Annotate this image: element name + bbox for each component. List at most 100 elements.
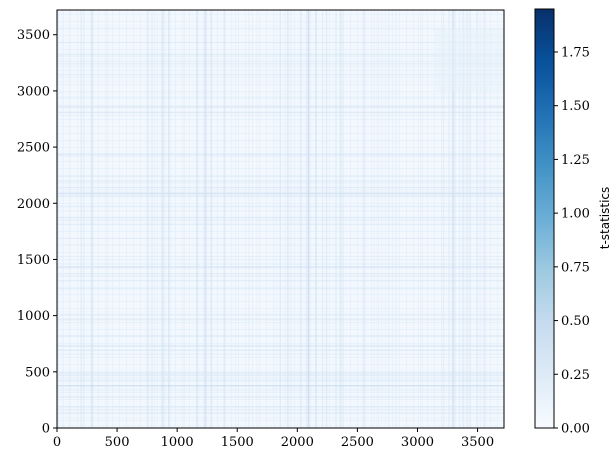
heatmap-background: [57, 10, 504, 428]
colorbar-tick-label: 1.75: [561, 45, 590, 60]
heatmap-band: [469, 10, 472, 428]
heatmap-band: [57, 114, 504, 116]
colorbar-gradient: [535, 9, 554, 428]
heatmap-band: [485, 10, 487, 428]
heatmap-band: [57, 396, 504, 398]
heatmap-band: [57, 111, 504, 113]
heatmap-band: [205, 10, 207, 428]
heatmap-band: [57, 61, 504, 62]
heatmap-band: [57, 372, 504, 374]
heatmap-band: [395, 10, 397, 428]
heatmap-band: [57, 405, 504, 408]
heatmap-band: [339, 10, 342, 428]
heatmap-band: [57, 191, 504, 193]
heatmap-band: [57, 10, 59, 428]
heatmap-band: [287, 10, 288, 428]
heatmap-band: [57, 73, 504, 76]
heatmap-band: [339, 10, 341, 428]
heatmap-band: [476, 10, 479, 428]
heatmap-block: [435, 29, 504, 91]
heatmap-band: [275, 10, 277, 428]
heatmap-band: [57, 28, 504, 30]
colorbar-tick-label: 1.50: [561, 99, 590, 114]
heatmap-band: [299, 10, 302, 428]
x-tick-label: 1000: [161, 435, 194, 450]
heatmap-band: [248, 10, 250, 428]
heatmap-band: [57, 273, 504, 275]
heatmap-band: [362, 10, 364, 428]
heatmap-band: [479, 10, 481, 428]
heatmap-band: [80, 10, 83, 428]
x-tick-label: 2500: [341, 435, 374, 450]
heatmap-band: [57, 425, 504, 427]
heatmap-band: [57, 81, 504, 82]
heatmap-band: [57, 379, 504, 382]
heatmap-band: [57, 346, 504, 348]
heatmap-band: [57, 262, 504, 265]
heatmap-band: [163, 10, 166, 428]
heatmap-band: [57, 313, 504, 316]
heatmap-band: [57, 205, 504, 208]
heatmap-band: [151, 10, 153, 428]
heatmap-band: [376, 10, 378, 428]
heatmap-band: [68, 10, 70, 428]
heatmap-plot-area: [56, 9, 505, 429]
heatmap-band: [57, 412, 504, 414]
heatmap-band: [196, 10, 199, 428]
x-tick-label: 2000: [281, 435, 314, 450]
y-tick-label: 1000: [17, 309, 50, 324]
heatmap-band: [57, 193, 504, 195]
heatmap-band: [325, 10, 328, 428]
heatmap-band: [57, 25, 504, 27]
heatmap-band: [322, 10, 323, 428]
y-axis: 0 500 1000 1500 2000 2500 3000 3500: [17, 28, 57, 437]
heatmap-band: [453, 10, 455, 428]
heatmap-band: [381, 10, 383, 428]
colorbar-ticks: 0.00 0.25 0.50 0.75 1.00 1.25 1.50 1.75: [554, 45, 590, 437]
colorbar-tick-label: 1.25: [561, 153, 590, 168]
heatmap-band: [57, 180, 504, 182]
heatmap-band: [287, 10, 290, 428]
heatmap-band: [388, 10, 390, 428]
heatmap-band: [57, 211, 504, 212]
y-tick-label: 2000: [17, 197, 50, 212]
heatmap-band: [57, 65, 504, 67]
heatmap-band: [57, 318, 504, 321]
heatmap-band: [161, 10, 164, 428]
heatmap-band: [442, 10, 445, 428]
heatmap-band: [57, 275, 504, 278]
heatmap-band: [57, 42, 504, 44]
heatmap-band: [417, 10, 419, 428]
x-axis: 0 500 1000 1500 2000 2500 3000 3500: [53, 428, 494, 450]
heatmap-band: [57, 385, 504, 387]
heatmap-band: [57, 394, 504, 396]
heatmap-band: [57, 53, 504, 56]
heatmap-band: [57, 106, 504, 108]
colorbar: 0.00 0.25 0.50 0.75 1.00 1.25 1.50 1.75 t-stati…: [534, 8, 612, 437]
heatmap-band: [90, 10, 93, 428]
heatmap-band: [57, 216, 504, 219]
heatmap-band: [306, 10, 308, 428]
heatmap-band: [315, 10, 317, 428]
colorbar-tick-label: 0.75: [561, 260, 590, 275]
heatmap-band: [57, 266, 504, 269]
heatmap-band: [57, 259, 504, 261]
heatmap-band: [57, 186, 504, 189]
heatmap-band: [57, 58, 504, 61]
heatmap-band: [57, 63, 504, 65]
colorbar-tick-label: 0.00: [561, 422, 590, 437]
heatmap-band: [57, 155, 504, 157]
heatmap-band: [57, 349, 504, 351]
heatmap-band: [210, 10, 213, 428]
heatmap-band: [156, 10, 158, 428]
heatmap-bands: [57, 10, 504, 428]
heatmap-band: [334, 10, 337, 428]
colorbar-tick-label: 1.00: [561, 207, 590, 222]
heatmap-band: [57, 373, 504, 376]
heatmap-band: [57, 376, 504, 378]
heatmap-band: [341, 10, 344, 428]
heatmap-band: [235, 10, 236, 428]
heatmap-band: [147, 10, 150, 428]
heatmap-band: [308, 10, 310, 428]
heatmap-band: [466, 10, 469, 428]
